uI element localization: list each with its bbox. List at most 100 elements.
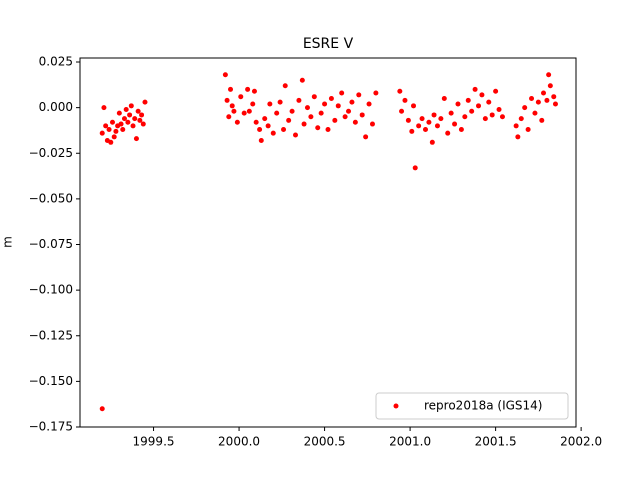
point bbox=[479, 92, 485, 98]
point bbox=[518, 116, 524, 122]
point bbox=[328, 96, 334, 102]
y-tick-label: −0.025 bbox=[29, 146, 73, 160]
point bbox=[458, 127, 464, 133]
x-tick-label: 2002.0 bbox=[560, 435, 602, 449]
point bbox=[120, 127, 126, 133]
point bbox=[289, 108, 295, 114]
point bbox=[539, 117, 545, 123]
point bbox=[325, 127, 331, 133]
y-tick-label: −0.175 bbox=[29, 420, 73, 434]
point bbox=[499, 114, 505, 120]
point bbox=[140, 121, 146, 127]
legend-label: repro2018a (IGS14) bbox=[424, 399, 542, 413]
point bbox=[229, 103, 235, 109]
point bbox=[515, 134, 521, 140]
point bbox=[301, 121, 307, 127]
point bbox=[525, 127, 531, 133]
legend-marker bbox=[393, 403, 399, 409]
point bbox=[342, 114, 348, 120]
point bbox=[270, 130, 276, 136]
y-tick-label: 0.000 bbox=[39, 100, 73, 114]
point bbox=[448, 110, 454, 116]
point bbox=[455, 101, 461, 107]
point bbox=[109, 119, 115, 125]
point bbox=[551, 94, 557, 100]
y-tick-label: −0.150 bbox=[29, 374, 73, 388]
y-tick-label: −0.050 bbox=[29, 191, 73, 205]
point bbox=[228, 86, 234, 92]
point bbox=[250, 101, 256, 107]
point bbox=[547, 83, 553, 89]
point bbox=[349, 99, 355, 105]
point bbox=[128, 103, 134, 109]
point bbox=[359, 112, 365, 118]
point bbox=[482, 116, 488, 122]
point bbox=[339, 90, 345, 96]
point bbox=[472, 86, 478, 92]
point bbox=[304, 105, 310, 111]
point bbox=[296, 97, 302, 103]
point bbox=[315, 125, 321, 131]
point bbox=[108, 139, 114, 145]
x-tick-label: 2001.0 bbox=[389, 435, 431, 449]
point bbox=[493, 88, 499, 94]
point bbox=[452, 121, 458, 127]
point bbox=[465, 97, 471, 103]
y-tick-label: 0.025 bbox=[39, 55, 73, 69]
point bbox=[352, 119, 358, 125]
point bbox=[293, 132, 299, 138]
point bbox=[476, 103, 482, 109]
point bbox=[103, 123, 109, 129]
point bbox=[541, 90, 547, 96]
point bbox=[308, 114, 314, 120]
point bbox=[123, 106, 129, 112]
point bbox=[318, 110, 324, 116]
point bbox=[142, 99, 148, 105]
point bbox=[234, 119, 240, 125]
x-tick-label: 1999.5 bbox=[133, 435, 175, 449]
point bbox=[99, 406, 105, 412]
point bbox=[422, 127, 428, 133]
point bbox=[322, 101, 328, 107]
point bbox=[332, 117, 338, 123]
point bbox=[356, 92, 362, 98]
point bbox=[101, 105, 107, 111]
point bbox=[118, 121, 124, 127]
y-tick-label: −0.100 bbox=[29, 283, 73, 297]
point bbox=[253, 119, 259, 125]
point bbox=[133, 136, 139, 142]
point bbox=[522, 105, 528, 111]
point bbox=[286, 117, 292, 123]
y-axis-label: m bbox=[1, 236, 15, 248]
point bbox=[369, 121, 375, 127]
point bbox=[125, 119, 131, 125]
point bbox=[434, 123, 440, 129]
y-tick-label: −0.075 bbox=[29, 237, 73, 251]
point bbox=[121, 116, 127, 122]
x-tick-label: 2001.5 bbox=[475, 435, 517, 449]
point bbox=[438, 116, 444, 122]
point bbox=[222, 72, 228, 78]
point bbox=[265, 123, 271, 129]
point bbox=[262, 116, 268, 122]
x-tick-label: 2000.0 bbox=[218, 435, 260, 449]
point bbox=[532, 110, 538, 116]
point bbox=[462, 114, 468, 120]
x-tick-label: 2000.5 bbox=[304, 435, 346, 449]
point bbox=[231, 108, 237, 114]
point bbox=[113, 128, 119, 134]
point bbox=[246, 108, 252, 114]
point bbox=[412, 165, 418, 171]
point bbox=[397, 88, 403, 94]
point bbox=[429, 139, 435, 145]
point bbox=[431, 112, 437, 118]
point bbox=[137, 117, 143, 123]
point bbox=[130, 123, 136, 129]
point bbox=[419, 116, 425, 122]
point bbox=[267, 101, 273, 107]
point bbox=[469, 108, 475, 114]
point bbox=[258, 137, 264, 143]
point bbox=[535, 99, 541, 105]
